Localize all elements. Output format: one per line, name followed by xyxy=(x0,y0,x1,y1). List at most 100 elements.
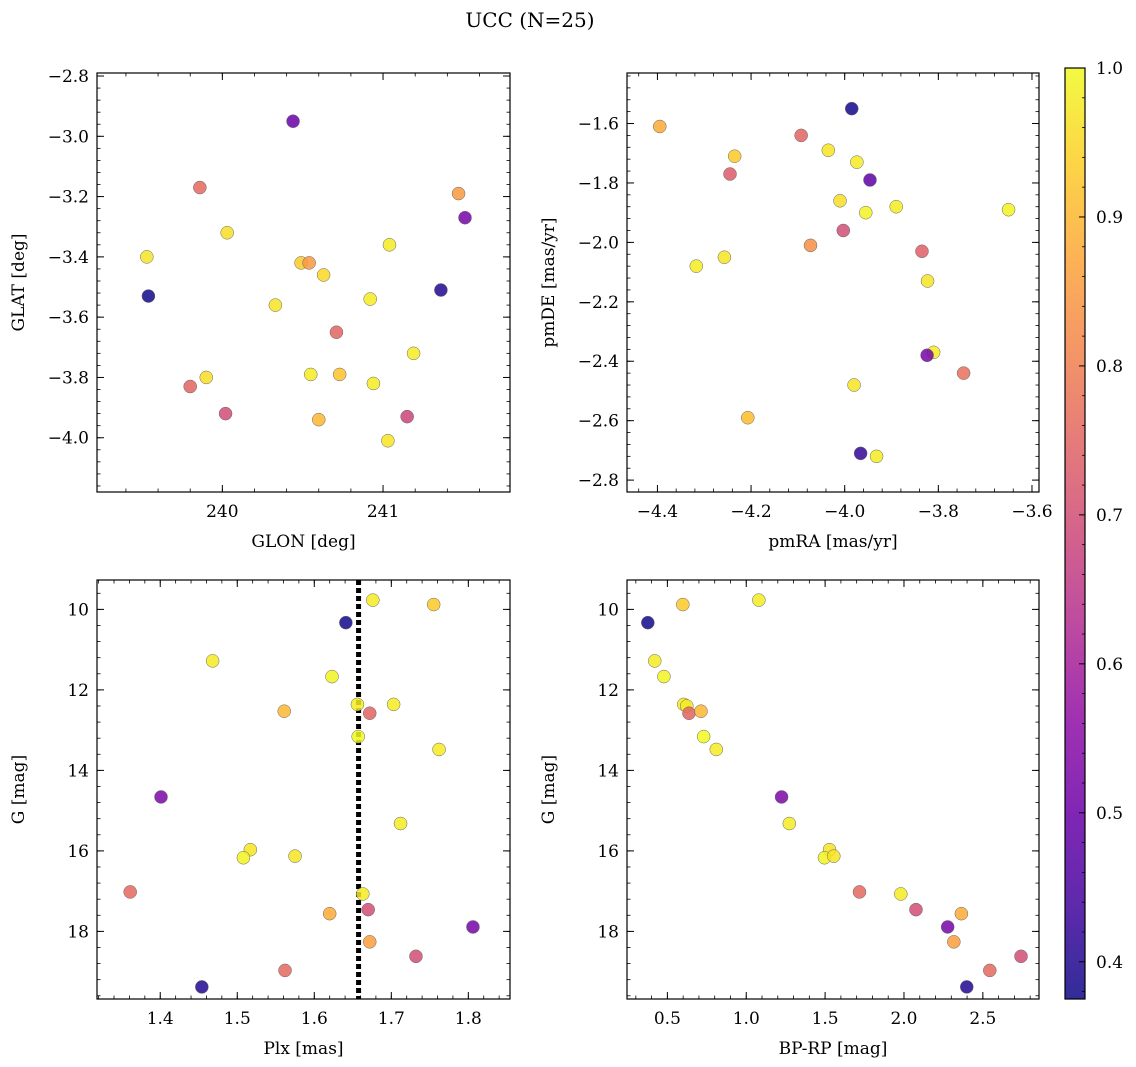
data-point xyxy=(723,167,737,181)
data-point xyxy=(451,186,466,201)
data-point xyxy=(362,935,377,949)
data-point xyxy=(956,366,971,380)
x-tick-label: 1.8 xyxy=(455,1009,482,1029)
y-tick-label: −3.8 xyxy=(48,368,89,388)
x-tick-label: 240 xyxy=(206,502,238,522)
data-point xyxy=(361,902,375,917)
data-point xyxy=(278,963,292,978)
data-point xyxy=(915,244,929,259)
y-axis-label: pmDE [mas/yr] xyxy=(539,217,559,347)
data-point xyxy=(199,370,214,385)
scatter-panels: 240 241 −4.0 −3.8 −3.6 −3.4 −3.2 −3.0 −2.8 GLON [… xyxy=(9,67,1053,1059)
data-point xyxy=(682,706,696,720)
data-point xyxy=(356,887,370,901)
y-tick-label: 12 xyxy=(67,681,89,701)
x-tick-label: 1.0 xyxy=(733,1009,760,1029)
x-axis-label: GLON [deg] xyxy=(251,532,355,552)
y-tick-label: 18 xyxy=(67,922,89,942)
data-point xyxy=(844,101,859,116)
x-tick-label: −4.2 xyxy=(730,502,771,522)
data-point xyxy=(386,697,401,712)
colorbar-tick-label: 0.4 xyxy=(1096,953,1123,973)
data-points xyxy=(641,593,1028,994)
data-point xyxy=(689,259,704,273)
data-point xyxy=(400,409,414,424)
data-point xyxy=(332,367,347,382)
data-point xyxy=(803,238,818,253)
y-tick-label: −3.6 xyxy=(48,308,89,328)
data-point xyxy=(123,885,137,899)
data-point xyxy=(288,849,302,863)
y-axis-label: GLAT [deg] xyxy=(9,233,29,331)
y-tick-label: 16 xyxy=(597,842,619,862)
colorbar-tick-label: 0.6 xyxy=(1096,655,1123,675)
data-point xyxy=(983,963,997,978)
x-tick-label: −3.6 xyxy=(1011,502,1052,522)
data-point xyxy=(859,205,873,220)
data-point xyxy=(466,920,480,934)
panel-2: −4.4 −4.2 −4.0 −3.8 −3.6 −2.8 −2.6 −2.4 −2.2 −2.0… xyxy=(539,72,1053,552)
y-tick-label: 14 xyxy=(67,761,89,781)
data-point xyxy=(694,704,708,718)
data-point xyxy=(268,298,283,312)
colorbar-tick-label: 0.5 xyxy=(1096,804,1123,824)
data-point xyxy=(648,654,662,668)
data-point xyxy=(1014,949,1028,964)
y-tick-label: −1.8 xyxy=(578,174,619,194)
data-point xyxy=(641,615,655,630)
data-point xyxy=(140,250,154,264)
y-tick-label: −2.4 xyxy=(578,352,619,372)
x-tick-label: 2.0 xyxy=(890,1009,917,1029)
x-tick-label: −4.4 xyxy=(637,502,678,522)
data-point xyxy=(954,906,969,921)
x-tick-label: 1.4 xyxy=(147,1009,174,1029)
colorbar-tick-label: 0.8 xyxy=(1096,357,1123,377)
data-point xyxy=(351,729,365,744)
data-points xyxy=(123,593,480,994)
data-point xyxy=(727,149,742,163)
panel-1: 240 241 −4.0 −3.8 −3.6 −3.4 −3.2 −3.0 −2.8 GLON [… xyxy=(9,67,511,552)
data-point xyxy=(366,593,380,607)
data-point xyxy=(696,729,711,744)
y-axis-label: G [mag] xyxy=(539,755,559,824)
x-tick-label: 1.5 xyxy=(224,1009,251,1029)
y-axis-label: G [mag] xyxy=(9,755,29,824)
y-tick-label: −1.6 xyxy=(578,115,619,135)
data-point xyxy=(827,849,841,863)
x-tick-label: 2.5 xyxy=(969,1009,996,1029)
data-point xyxy=(382,238,397,252)
y-tick-label: −2.8 xyxy=(578,471,619,491)
x-tick-label: −3.8 xyxy=(918,502,959,522)
data-point xyxy=(794,128,808,143)
data-point xyxy=(381,434,395,448)
data-point xyxy=(141,289,156,303)
data-point xyxy=(432,742,446,757)
data-point xyxy=(366,376,381,391)
data-point xyxy=(863,173,877,187)
data-point xyxy=(325,669,339,684)
data-point xyxy=(406,346,421,361)
data-point xyxy=(833,194,847,208)
plot-frame xyxy=(96,579,511,1000)
data-point xyxy=(774,790,789,804)
data-point xyxy=(316,268,331,282)
y-tick-label: 18 xyxy=(597,922,619,942)
plot-frame xyxy=(96,72,511,493)
data-point xyxy=(218,406,233,421)
x-axis-label: Plx [mas] xyxy=(263,1039,343,1059)
data-points xyxy=(653,101,1016,464)
data-point xyxy=(205,654,220,668)
y-tick-label: 14 xyxy=(597,761,619,781)
y-tick-label: −4.0 xyxy=(48,429,89,449)
data-point xyxy=(850,155,864,169)
data-point xyxy=(782,816,797,831)
data-point xyxy=(236,850,251,865)
x-tick-label: 0.5 xyxy=(654,1009,681,1029)
data-point xyxy=(409,949,423,964)
data-point xyxy=(302,256,316,270)
colorbar-gradient xyxy=(1064,67,1086,1000)
data-point xyxy=(821,143,836,158)
data-point xyxy=(836,223,851,238)
figure-title: UCC (N=25) xyxy=(465,8,594,32)
